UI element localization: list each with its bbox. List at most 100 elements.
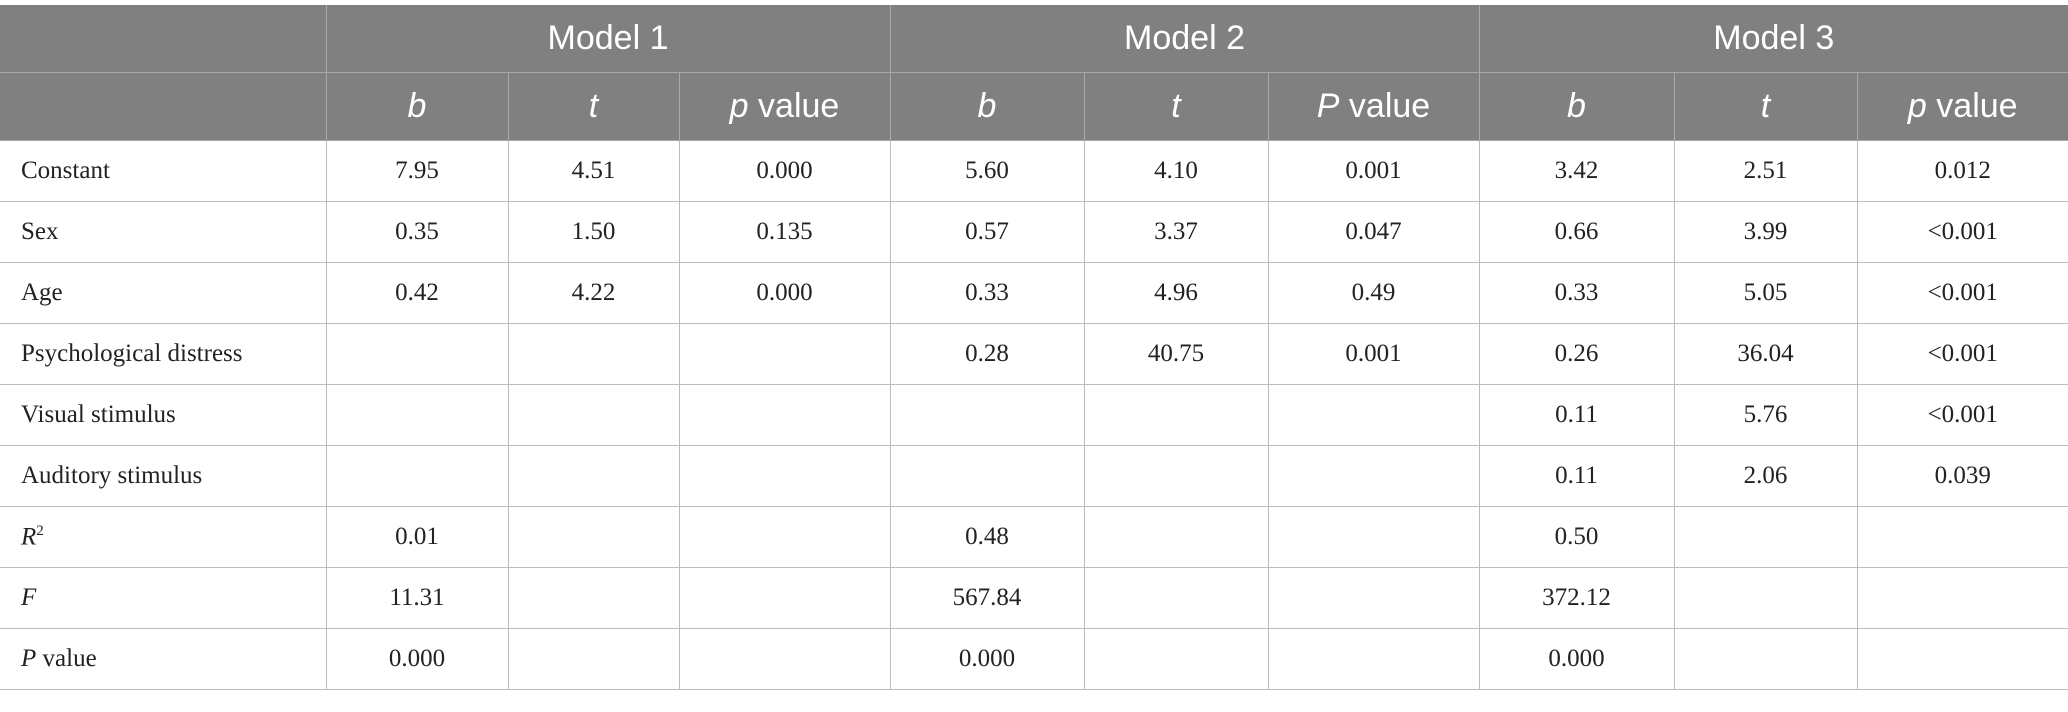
cell-value: 1.50 [571,218,616,245]
row-label: Age [0,262,327,324]
cell-value: 0.50 [1554,523,1599,550]
text: Visual stimulus [21,401,176,428]
cell: <0.001 [1856,384,2068,446]
cell-value: 0.000 [756,279,813,306]
text: value [1339,87,1431,125]
italic-text: R [21,523,37,551]
table-row: P value 0.000 0.000 0.000 [0,628,2068,690]
column-header: b [889,72,1084,141]
cell-value: 0.28 [965,340,1009,367]
cell [507,506,680,568]
column-header: p value [1856,72,2068,141]
italic-text: b [407,87,427,125]
table-row: Psychological distress 0.28 40.75 0.001 0.26… [0,323,2068,385]
italic-text: t [1760,87,1771,125]
cell-value: 0.000 [1548,645,1605,672]
cell [1856,567,2068,629]
cell [678,445,891,507]
row-label: Auditory stimulus [0,445,327,507]
cell: 1.50 [507,201,680,263]
row-label: Visual stimulus [0,384,327,446]
cell-value: 36.04 [1737,340,1794,367]
group-header: Model 2 [889,5,1479,73]
cell: 0.000 [678,262,891,324]
cell: 3.37 [1083,201,1269,263]
text: Psychological distress [21,340,243,367]
cell [1267,445,1480,507]
cell: 40.75 [1083,323,1269,385]
text: value [1926,87,2018,125]
cell-value: 3.99 [1743,218,1788,245]
text: value [748,87,840,125]
cell: 0.135 [678,201,891,263]
column-header: t [1083,72,1268,141]
cell [325,445,509,507]
italic-text: b [1567,87,1586,125]
cell: 0.000 [678,140,891,202]
cell [678,506,891,568]
text: Sex [21,218,59,245]
cell [1083,567,1269,629]
cell [507,323,680,385]
cell-value: 0.48 [965,523,1009,550]
cell [1083,445,1269,507]
cell: 567.84 [889,567,1085,629]
table-row: Auditory stimulus 0.11 2.06 0.039 [0,445,2068,507]
cell-value: 0.000 [756,157,813,184]
cell [507,628,680,690]
italic-text: t [588,87,599,125]
row-label: F [0,567,327,629]
cell: 0.000 [889,628,1085,690]
cell-value: <0.001 [1927,340,1998,367]
cell-value: 40.75 [1147,340,1205,367]
cell-value: <0.001 [1927,401,1998,428]
cell [1267,628,1480,690]
cell-value: 0.039 [1934,462,1991,489]
cell-value: 4.22 [571,279,616,306]
cell-value: 0.012 [1934,157,1991,184]
cell [889,445,1085,507]
cell [507,567,680,629]
cell-value: 5.60 [965,157,1009,184]
cell: 3.42 [1478,140,1675,202]
text: Age [21,279,63,306]
text: Constant [21,157,110,184]
corner-cell [0,72,326,141]
cell [1083,506,1269,568]
table-body: Constant 7.95 4.51 0.000 5.60 4.10 0.001 3.42 2.… [0,140,2068,690]
group-row: Model 1 Model 2 Model 3 [0,5,2068,73]
cell [1083,384,1269,446]
column-header: p value [678,72,890,141]
cell-value: 3.37 [1154,218,1198,245]
group-header: Model 1 [325,5,890,73]
cell-value: 5.05 [1743,279,1788,306]
cell: 5.60 [889,140,1085,202]
cell-value: 0.66 [1554,218,1599,245]
subheader-row: b t p value b t P value b t p value [0,72,2068,141]
cell: 4.96 [1083,262,1269,324]
cell-value: 2.51 [1743,157,1788,184]
column-header: t [507,72,679,141]
cell: 2.06 [1673,445,1858,507]
cell: 0.047 [1267,201,1480,263]
cell-value: 5.76 [1743,401,1788,428]
cell: 0.000 [325,628,509,690]
cell-value: 567.84 [952,584,1022,611]
cell-value: 3.42 [1554,157,1599,184]
cell: 0.012 [1856,140,2068,202]
table-row: Sex 0.35 1.50 0.135 0.57 3.37 0.047 0.66 3.99 <0.… [0,201,2068,263]
cell-value: 0.11 [1555,462,1598,489]
table-row: Visual stimulus 0.11 5.76 <0.001 [0,384,2068,446]
cell: 0.42 [325,262,509,324]
text: Auditory stimulus [21,462,203,489]
table-row: Constant 7.95 4.51 0.000 5.60 4.10 0.001 3.42 2.… [0,140,2068,202]
cell [1856,506,2068,568]
cell-value: 0.135 [756,218,813,245]
italic-text: p [1907,87,1927,125]
cell [678,323,891,385]
text: value [36,645,97,672]
cell: 0.01 [325,506,509,568]
cell: 0.28 [889,323,1085,385]
cell-value: 0.000 [388,645,446,672]
